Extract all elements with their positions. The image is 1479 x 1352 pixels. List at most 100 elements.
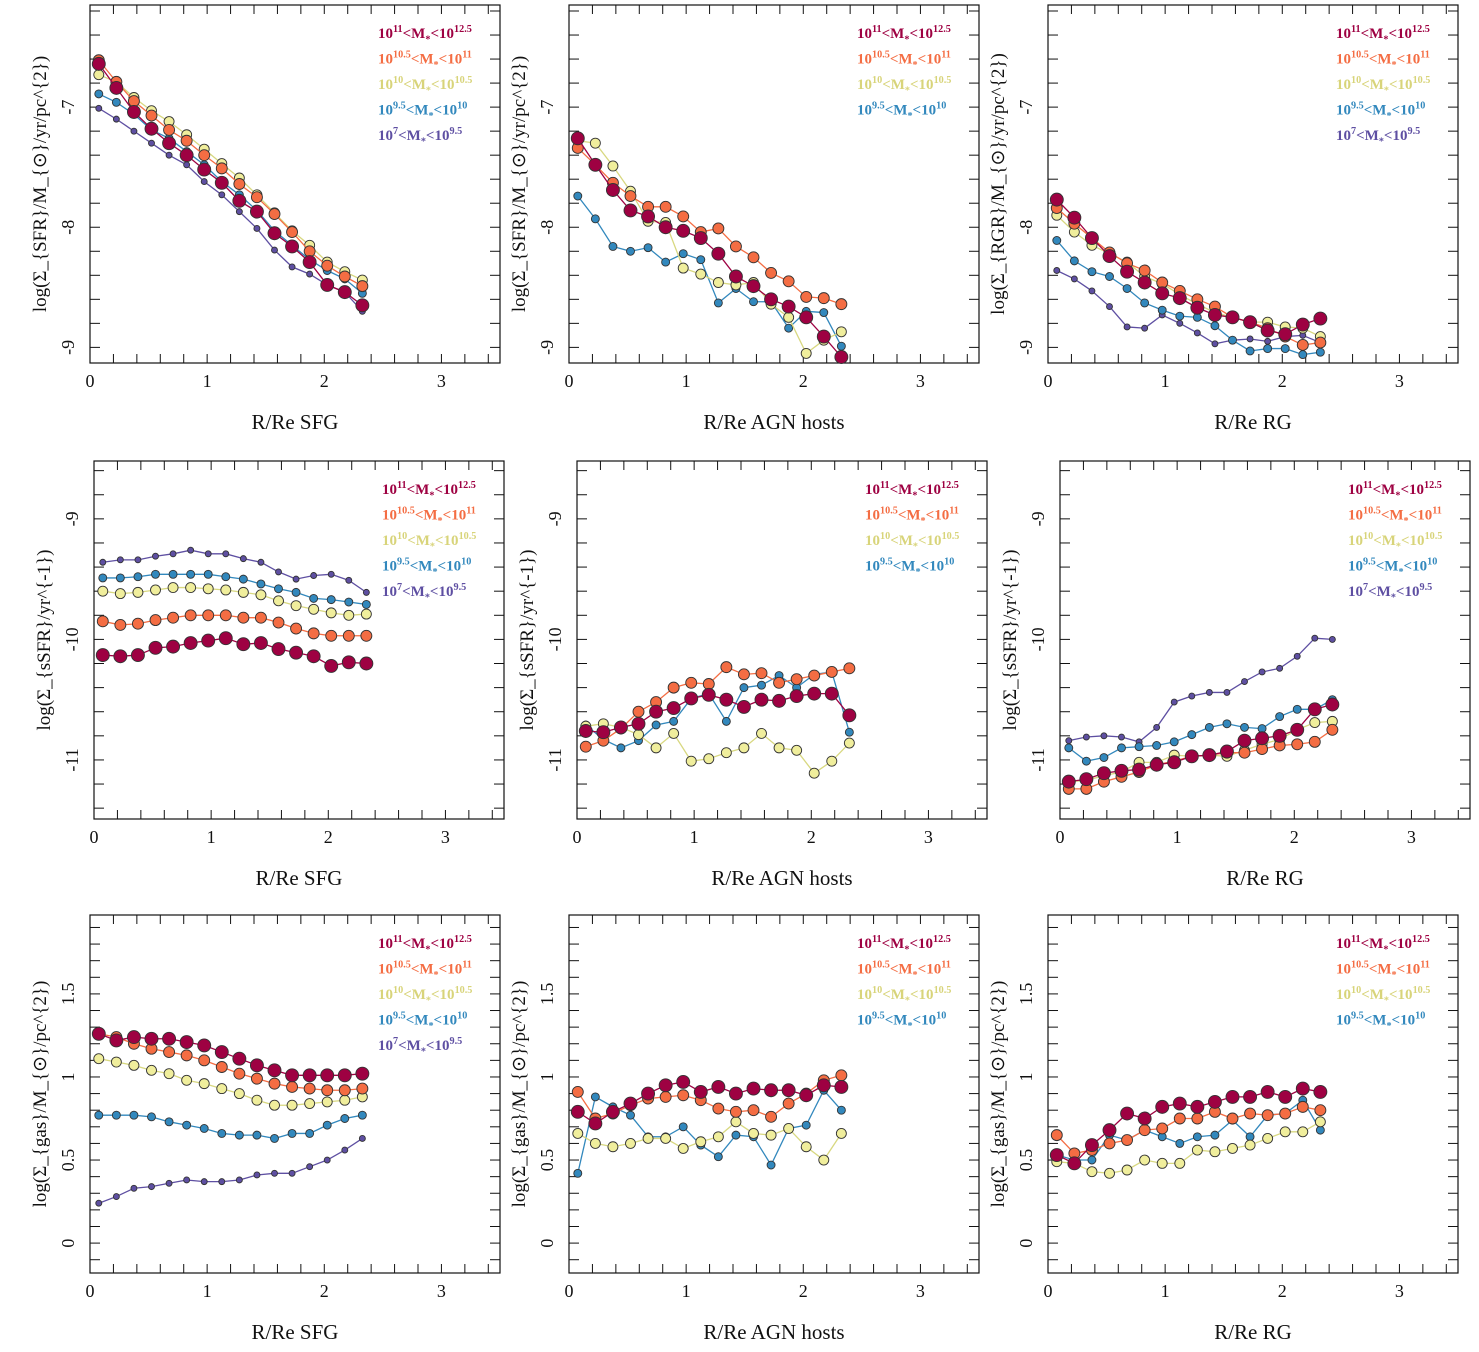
data-point — [588, 1116, 603, 1131]
series — [97, 582, 372, 621]
data-point — [1255, 731, 1270, 746]
data-point — [1244, 1139, 1256, 1151]
data-point — [1121, 1164, 1133, 1176]
y-axis-label: log(Σ_{gas}/M_{⊙}/pc^{2}) — [988, 981, 1009, 1208]
series-line — [585, 692, 850, 733]
data-point — [219, 609, 232, 622]
data-point — [1157, 305, 1167, 315]
data-point — [737, 668, 750, 681]
y-axis-label: log(Σ_{gas}/M_{⊙}/pc^{2}) — [509, 981, 530, 1208]
x-tick-label: 3 — [437, 371, 446, 391]
data-point — [214, 175, 229, 190]
data-point — [167, 582, 179, 594]
data-point — [1187, 730, 1197, 740]
data-point — [631, 716, 646, 731]
data-point — [800, 290, 813, 303]
data-point — [570, 1104, 585, 1119]
y-tick-label: -9 — [545, 511, 565, 526]
data-point — [309, 593, 319, 603]
data-point — [1325, 697, 1340, 712]
legend: 1011<M*<1012.5 1010.5<M*<1011 1010<M*<1010… — [1336, 24, 1430, 148]
data-point — [764, 292, 779, 307]
data-point — [1258, 668, 1266, 676]
plot-frame — [93, 460, 505, 820]
data-point — [185, 582, 197, 594]
y-tick-label: 0 — [537, 1239, 557, 1248]
series-line — [98, 1137, 363, 1204]
legend-entry: 109.5<M*<1010 — [1348, 557, 1437, 579]
data-point — [271, 246, 278, 254]
data-point — [1222, 719, 1232, 729]
data-point — [1141, 324, 1149, 332]
legend-entry: 1011<M*<1012.5 — [1336, 934, 1430, 956]
data-point — [1170, 698, 1178, 706]
data-point — [151, 569, 160, 579]
data-point — [164, 1117, 174, 1127]
series — [578, 686, 857, 740]
data-point — [728, 269, 743, 284]
data-point — [783, 311, 795, 323]
data-point — [308, 603, 320, 615]
data-point — [818, 1154, 830, 1166]
data-point — [197, 162, 212, 177]
legend-entry: 1010<M*<1010.5 — [1336, 985, 1430, 1007]
data-point — [359, 656, 374, 671]
data-point — [738, 742, 750, 754]
data-point — [1100, 732, 1108, 740]
data-point — [590, 214, 600, 224]
data-point — [162, 136, 177, 151]
data-point — [355, 298, 370, 313]
data-point — [613, 720, 628, 735]
data-point — [1102, 1123, 1117, 1138]
data-point — [1280, 344, 1290, 354]
data-point — [99, 558, 107, 566]
data-point — [676, 1075, 691, 1089]
data-point — [1275, 712, 1285, 721]
data-point — [1156, 276, 1169, 289]
y-axis-label: log(Σ_{sSFR}/yr^{-1}) — [1000, 549, 1021, 730]
data-point — [112, 115, 120, 123]
data-point — [781, 1083, 796, 1098]
data-point — [305, 1129, 315, 1138]
data-point — [187, 546, 195, 554]
data-point — [1102, 249, 1117, 264]
data-point — [842, 708, 857, 723]
data-point — [127, 95, 140, 108]
data-point — [1211, 340, 1219, 348]
data-point — [1238, 746, 1251, 759]
series-line — [577, 1081, 842, 1125]
y-tick-label: -11 — [545, 748, 565, 771]
legend-entry: 1011<M*<1012.5 — [1348, 480, 1442, 502]
data-point — [1276, 664, 1284, 672]
series-line — [577, 1121, 842, 1161]
series-line — [1056, 199, 1321, 335]
plot-frame — [568, 4, 980, 364]
data-point — [835, 1069, 848, 1082]
series-line — [1068, 703, 1333, 783]
data-point — [166, 639, 181, 654]
chart-panel: 0 1 2 3 -9 -10 -11 R/Re RG log(Σ_{sSFR}/yr^{-1})… — [1000, 460, 1471, 890]
data-point — [799, 1088, 814, 1103]
data-point — [321, 259, 334, 272]
data-point — [835, 298, 848, 311]
y-tick-label: -9 — [537, 340, 557, 355]
x-tick-label: 1 — [1173, 827, 1182, 847]
legend-entry: 107<M*<109.5 — [378, 1036, 462, 1058]
data-point — [1272, 728, 1287, 743]
data-point — [749, 297, 758, 307]
data-point — [94, 89, 104, 99]
series — [93, 1053, 368, 1111]
data-point — [148, 1183, 155, 1191]
data-point — [836, 1105, 846, 1115]
legend-entry: 107<M*<109.5 — [1336, 126, 1420, 148]
data-point — [677, 262, 689, 274]
data-point — [303, 1082, 316, 1095]
data-point — [746, 279, 761, 294]
data-point — [800, 1141, 812, 1153]
data-point — [658, 220, 673, 235]
x-tick-label: 2 — [799, 371, 808, 391]
data-point — [147, 1112, 156, 1122]
data-point — [632, 705, 645, 718]
data-point — [216, 1083, 228, 1095]
